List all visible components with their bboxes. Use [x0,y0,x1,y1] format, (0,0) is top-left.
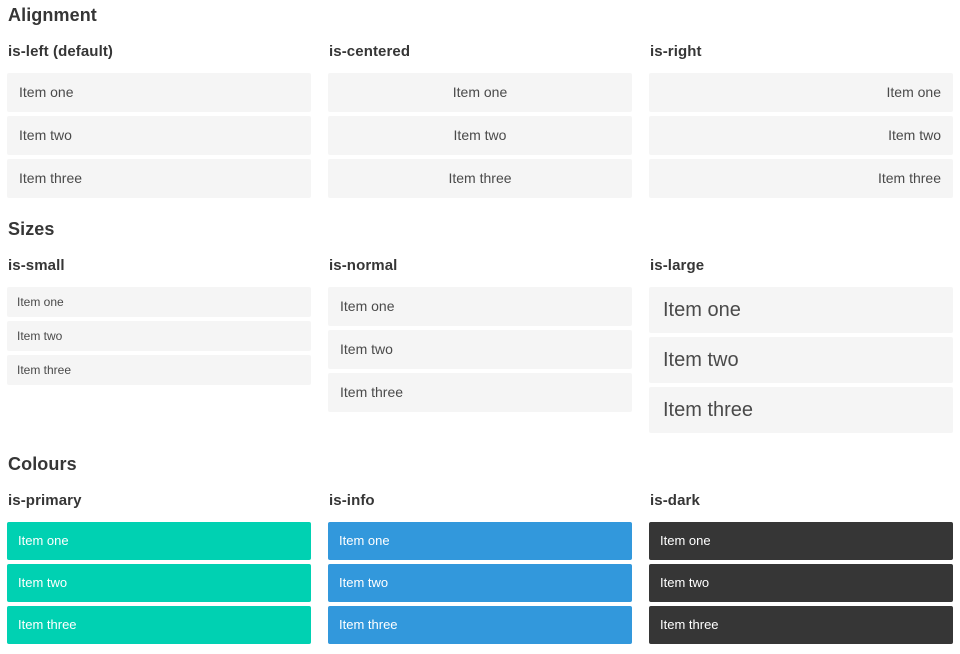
menu-list-row: Item one [328,287,632,326]
menu-list: Item one Item two Item three [7,73,311,198]
menu-list-row: Item two [7,564,311,602]
menu-item[interactable]: Item two [7,564,311,602]
menu-item[interactable]: Item three [7,355,311,385]
section-title: Sizes [8,219,55,239]
menu-list-row: Item two [328,330,632,369]
menu-list-row: Item one [7,522,311,560]
menu-item[interactable]: Item one [7,73,311,112]
menu-item[interactable]: Item one [328,287,632,326]
menu-item[interactable]: Item one [649,522,953,560]
menu-list-row: Item three [7,355,311,385]
menu-item[interactable]: Item two [328,564,632,602]
menu-item[interactable]: Item three [328,373,632,412]
column-color-dark: is-dark Item one Item two Item three [649,491,953,644]
section-title: Alignment [8,5,97,25]
menu-list-row: Item three [649,606,953,644]
menu-list-row: Item three [328,373,632,412]
menu-list-row: Item two [7,116,311,155]
menu-list: Item one Item two Item three [649,287,953,433]
variant-label: is-info [329,491,375,509]
menu-item[interactable]: Item one [7,287,311,317]
menu-list-row: Item two [649,116,953,155]
column-align-right: is-right Item one Item two Item three [649,42,953,198]
menu-item[interactable]: Item three [649,387,953,433]
menu-list-row: Item one [649,73,953,112]
menu-list-row: Item two [7,321,311,351]
menu-list-row: Item two [328,564,632,602]
menu-item[interactable]: Item three [328,606,632,644]
menu-list-row: Item three [649,387,953,433]
menu-list: Item one Item two Item three [328,522,632,644]
menu-item[interactable]: Item three [328,159,632,198]
menu-item[interactable]: Item one [328,73,632,112]
variant-label: is-centered [329,42,411,60]
section-alignment: Alignment is-left (default) Item one Ite… [7,4,953,198]
section-sizes: Sizes is-small Item one Item two Item th… [7,218,953,433]
menu-item[interactable]: Item two [7,116,311,155]
variant-label: is-right [650,42,702,60]
variant-label: is-small [8,256,65,274]
variant-label: is-normal [329,256,398,274]
menu-item[interactable]: Item two [649,337,953,383]
menu-list-row: Item two [649,337,953,383]
menu-list: Item one Item two Item three [328,73,632,198]
column-color-info: is-info Item one Item two Item three [328,491,632,644]
section-colours: Colours is-primary Item one Item two Ite… [7,453,953,644]
section-columns: is-primary Item one Item two Item three … [7,491,953,644]
menu-list-row: Item one [649,522,953,560]
variant-label: is-large [650,256,705,274]
section-columns: is-left (default) Item one Item two Item… [7,42,953,198]
variant-label: is-dark [650,491,700,509]
menu-item[interactable]: Item two [328,330,632,369]
variant-label: is-primary [8,491,82,509]
menu-list-row: Item one [7,287,311,317]
column-size-small: is-small Item one Item two Item three [7,256,311,385]
column-align-center: is-centered Item one Item two Item three [328,42,632,198]
menu-item[interactable]: Item three [7,606,311,644]
menu-list-row: Item one [328,73,632,112]
menu-item[interactable]: Item one [649,287,953,333]
menu-list-row: Item three [7,606,311,644]
menu-list: Item one Item two Item three [7,287,311,385]
column-size-normal: is-normal Item one Item two Item three [328,256,632,412]
menu-item[interactable]: Item two [7,321,311,351]
menu-list-row: Item two [328,116,632,155]
menu-list-row: Item three [328,159,632,198]
menu-list-row: Item three [328,606,632,644]
menu-list: Item one Item two Item three [328,287,632,412]
menu-list: Item one Item two Item three [649,522,953,644]
menu-item[interactable]: Item three [649,159,953,198]
menu-list-row: Item three [649,159,953,198]
menu-list-row: Item one [649,287,953,333]
section-title: Colours [8,454,77,474]
column-color-primary: is-primary Item one Item two Item three [7,491,311,644]
menu-list-row: Item one [7,73,311,112]
menu-list-row: Item two [649,564,953,602]
menu-item[interactable]: Item one [649,73,953,112]
menu-list: Item one Item two Item three [649,73,953,198]
menu-item[interactable]: Item one [328,522,632,560]
variant-label: is-left (default) [8,42,114,60]
menu-item[interactable]: Item one [7,522,311,560]
menu-list-row: Item one [328,522,632,560]
section-columns: is-small Item one Item two Item three is… [7,256,953,433]
menu-list-row: Item three [7,159,311,198]
column-align-left: is-left (default) Item one Item two Item… [7,42,311,198]
menu-item[interactable]: Item two [328,116,632,155]
menu-item[interactable]: Item two [649,116,953,155]
menu-item[interactable]: Item three [649,606,953,644]
menu-item[interactable]: Item two [649,564,953,602]
menu-list: Item one Item two Item three [7,522,311,644]
column-size-large: is-large Item one Item two Item three [649,256,953,433]
menu-item[interactable]: Item three [7,159,311,198]
